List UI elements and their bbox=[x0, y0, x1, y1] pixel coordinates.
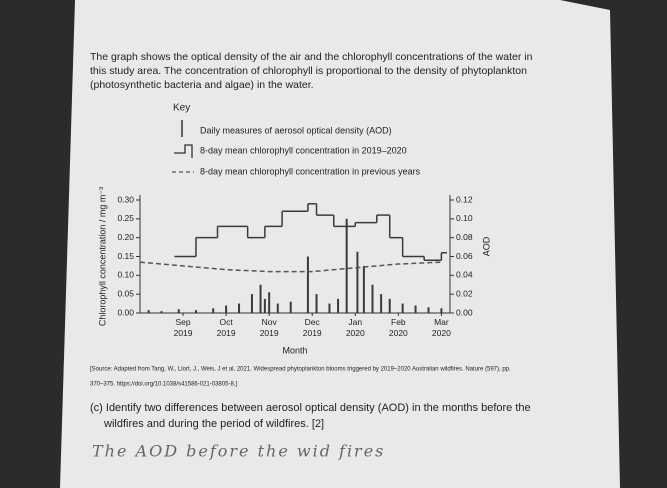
paper bbox=[60, 0, 620, 488]
x-tick-label: Jan 2020 bbox=[346, 317, 365, 338]
source-line: [Source: Adapted from Tang, W., Llort, J… bbox=[90, 367, 511, 373]
aod-bar bbox=[268, 292, 271, 313]
y-axis-label: Chlorophyll concentration / mg m⁻³ bbox=[97, 187, 107, 326]
x-tick-label: Feb 2020 bbox=[389, 317, 408, 338]
y-tick-label: 0.30 bbox=[117, 194, 134, 204]
aod-bar bbox=[328, 303, 331, 313]
source-line: 370–375. https://doi.org/10.1038/s41586-… bbox=[90, 382, 237, 388]
x-tick-label: Nov 2019 bbox=[260, 317, 279, 338]
y-tick-label: 0.10 bbox=[117, 270, 134, 280]
aod-bar bbox=[225, 305, 228, 313]
aod-bar bbox=[263, 298, 266, 313]
aod-bar bbox=[362, 265, 365, 313]
aod-bar bbox=[259, 284, 262, 313]
aod-bar bbox=[356, 251, 359, 313]
aod-bar bbox=[306, 256, 309, 313]
y2-tick-label: 0.04 bbox=[456, 270, 473, 280]
aod-bar bbox=[337, 298, 340, 313]
aod-bar bbox=[160, 311, 163, 313]
aod-bar bbox=[380, 294, 383, 313]
aod-bar bbox=[212, 308, 215, 313]
y2-tick-label: 0.10 bbox=[456, 213, 473, 223]
x-tick-label: Sep 2019 bbox=[174, 317, 193, 338]
key-item: 8-day mean chlorophyll concentration in … bbox=[200, 166, 421, 176]
aod-bar bbox=[414, 305, 417, 313]
intro-line: this study area. The concentration of ch… bbox=[90, 65, 527, 77]
x-tick-label: Oct 2019 bbox=[217, 317, 236, 338]
aod-bar bbox=[147, 310, 150, 313]
aod-bar bbox=[388, 298, 391, 313]
intro-line: (photosynthetic bacteria and algae) in t… bbox=[90, 79, 314, 91]
y-tick-label: 0.00 bbox=[117, 307, 134, 317]
previous-years-line bbox=[139, 261, 442, 273]
key-step-symbol bbox=[174, 144, 193, 158]
aod-bar bbox=[371, 284, 374, 313]
aod-bar bbox=[440, 308, 443, 313]
aod-bar bbox=[194, 310, 197, 313]
x-tick-label: Dec 2019 bbox=[303, 317, 322, 338]
aod-bar bbox=[250, 294, 253, 313]
aod-bar bbox=[427, 307, 430, 313]
x-tick-label: Mar 2020 bbox=[432, 317, 451, 338]
y2-axis-label: AOD bbox=[481, 236, 491, 256]
aod-bar bbox=[315, 294, 318, 313]
intro-line: The graph shows the optical density of t… bbox=[90, 51, 533, 63]
y-tick-label: 0.05 bbox=[117, 288, 134, 298]
aod-bar bbox=[276, 303, 279, 313]
y2-tick-label: 0.00 bbox=[456, 307, 473, 317]
question-line: (c) Identify two differences between aer… bbox=[90, 402, 531, 414]
aod-bar bbox=[238, 303, 241, 313]
key-item: Daily measures of aerosol optical densit… bbox=[200, 125, 392, 135]
key-item: 8-day mean chlorophyll concentration in … bbox=[200, 145, 407, 155]
question-line: wildfires and during the period of wildf… bbox=[103, 418, 324, 430]
y2-tick-label: 0.02 bbox=[456, 288, 473, 298]
aod-bar bbox=[289, 301, 292, 313]
x-axis-label: Month bbox=[282, 345, 307, 355]
handwritten-answer: The AOD before the wid fires bbox=[92, 442, 385, 461]
y2-tick-label: 0.12 bbox=[456, 194, 473, 204]
aod-bar bbox=[177, 309, 180, 313]
key-title: Key bbox=[173, 103, 190, 114]
aod-bar bbox=[401, 303, 404, 313]
y-tick-label: 0.15 bbox=[117, 251, 134, 261]
intro: The graph shows the optical density of t… bbox=[90, 51, 533, 91]
chart: 0.00 0.05 0.10 0.15 0.20 0.25 0.30 0.00 0.02 0.04… bbox=[97, 187, 491, 356]
y-tick-label: 0.20 bbox=[117, 232, 134, 242]
y2-tick-label: 0.08 bbox=[456, 232, 473, 242]
y2-tick-label: 0.06 bbox=[456, 251, 473, 261]
y-tick-label: 0.25 bbox=[117, 213, 134, 223]
aod-bar bbox=[345, 218, 348, 313]
